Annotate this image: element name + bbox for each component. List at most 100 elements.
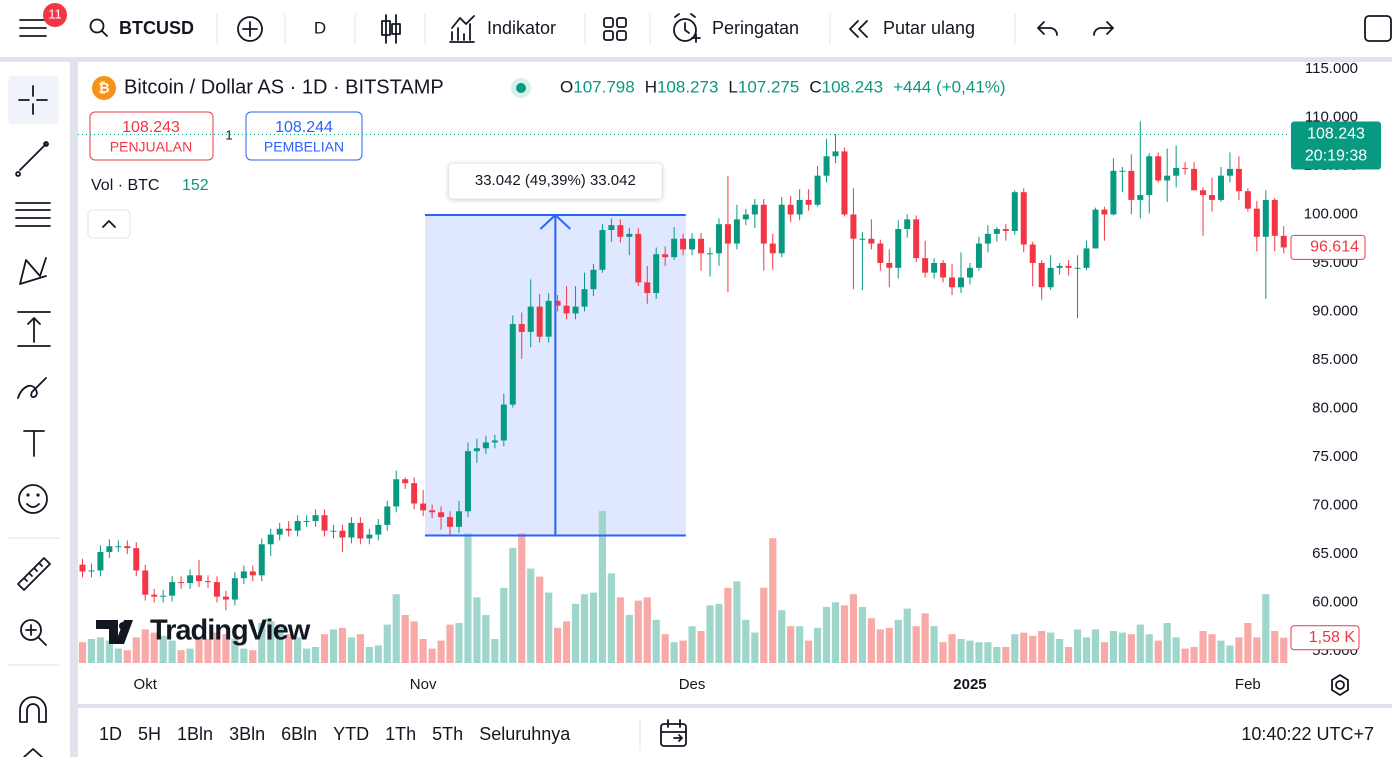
redo-button[interactable]: [1093, 21, 1114, 36]
candle-body: [778, 204, 785, 254]
volume-bar: [724, 587, 732, 663]
range-button[interactable]: 1Th: [385, 724, 416, 744]
y-tick-label: 110.000: [1305, 108, 1358, 125]
volume-bar: [464, 533, 472, 663]
volume-bar: [840, 605, 849, 663]
candle-body: [402, 479, 409, 484]
zoom-tool[interactable]: [20, 619, 47, 646]
y-tick-label: 75.000: [1312, 448, 1358, 465]
candle-body: [411, 483, 418, 504]
left-toolbar: [0, 62, 70, 757]
fib-tool[interactable]: [15, 202, 51, 227]
volume-bar: [697, 631, 705, 663]
magnet-tool[interactable]: [19, 696, 47, 723]
volume-bar: [796, 626, 804, 663]
alerts-label: Peringatan: [712, 18, 799, 38]
pattern-tool[interactable]: [19, 257, 47, 285]
volume-bar: [96, 637, 105, 663]
lock-tool[interactable]: [23, 748, 43, 757]
last-price-tag: [1290, 234, 1366, 260]
candle-body: [124, 546, 131, 549]
volume-bar: [132, 637, 140, 663]
range-button[interactable]: 5H: [138, 724, 161, 744]
candle-body: [733, 219, 740, 244]
y-tick-label: 100.000: [1304, 205, 1358, 222]
volume-bar: [338, 627, 347, 663]
candle-body: [635, 233, 642, 283]
sell-button[interactable]: [89, 111, 214, 161]
candle-body: [993, 229, 1000, 234]
crosshair-tool[interactable]: [18, 85, 48, 115]
candle-body: [751, 204, 758, 215]
volume-bar: [1056, 639, 1064, 663]
compare-button[interactable]: [237, 16, 263, 42]
candle-body: [142, 570, 149, 595]
candle-body: [258, 544, 265, 576]
trendline-tool[interactable]: [15, 141, 49, 177]
brush-tool[interactable]: [17, 377, 47, 399]
candle-body: [814, 175, 821, 205]
projection-tool[interactable]: [17, 311, 51, 347]
candle-body: [1002, 229, 1009, 231]
volume-bar: [778, 610, 786, 663]
icon-tool[interactable]: [18, 484, 48, 514]
candle-body: [1200, 190, 1207, 196]
chart-type-button[interactable]: [381, 14, 401, 44]
range-button[interactable]: YTD: [333, 724, 369, 744]
layouts-button[interactable]: [603, 17, 627, 41]
candle-body: [285, 528, 292, 531]
volume-bar: [509, 547, 517, 663]
candle-body: [1029, 244, 1036, 263]
volume-bar: [903, 608, 911, 663]
collapse-legend-button[interactable]: [87, 209, 131, 239]
volume-bar: [858, 607, 866, 663]
text-tool[interactable]: [23, 430, 45, 457]
symbol-search[interactable]: BTCUSD: [89, 18, 195, 38]
range-button[interactable]: 1Bln: [177, 724, 213, 744]
x-tick-label: Des: [679, 676, 706, 693]
volume-bar: [527, 568, 535, 663]
range-button[interactable]: 6Bln: [281, 724, 317, 744]
alerts-button[interactable]: Peringatan: [673, 13, 799, 43]
volume-bar: [554, 627, 562, 663]
volume-bar: [294, 637, 302, 663]
candle-body: [455, 511, 462, 527]
y-tick-label: 85.000: [1312, 351, 1358, 368]
volume-bar: [213, 632, 221, 663]
ruler-tool[interactable]: [17, 557, 51, 591]
volume-bar: [607, 573, 615, 663]
volume-bar: [1226, 645, 1234, 663]
date-range-button[interactable]: [660, 719, 687, 747]
candle-body: [447, 517, 454, 527]
candle-body: [79, 564, 86, 572]
volume-bar: [195, 637, 203, 663]
candle-body: [1101, 209, 1108, 215]
candle-body: [859, 238, 866, 240]
fullscreen-button[interactable]: [1364, 15, 1392, 42]
range-button[interactable]: 3Bln: [229, 724, 265, 744]
candle-body: [1056, 265, 1063, 268]
volume-bar: [168, 640, 176, 663]
candle-body: [554, 300, 561, 306]
volume-bar: [311, 647, 320, 663]
undo-button[interactable]: [1037, 21, 1058, 36]
candle-body: [850, 214, 857, 239]
candle-body: [438, 512, 445, 518]
buy-button[interactable]: [245, 111, 363, 161]
range-button[interactable]: 1D: [99, 724, 122, 744]
volume-bar: [1082, 637, 1091, 663]
candle-body: [196, 575, 203, 582]
replay-button[interactable]: Putar ulang: [849, 18, 975, 38]
candle-body: [1092, 209, 1099, 249]
axis-settings[interactable]: [1331, 674, 1349, 696]
volume-bar: [401, 615, 409, 663]
volume-bar: [1118, 632, 1126, 663]
candle-body: [608, 225, 615, 231]
menu-button[interactable]: 11: [19, 3, 67, 37]
indicators-button[interactable]: Indikator: [449, 15, 556, 43]
range-button[interactable]: Seluruhnya: [479, 724, 571, 744]
range-button[interactable]: 5Th: [432, 724, 463, 744]
volume-bar: [1127, 634, 1135, 663]
interval-button[interactable]: D: [314, 18, 326, 37]
